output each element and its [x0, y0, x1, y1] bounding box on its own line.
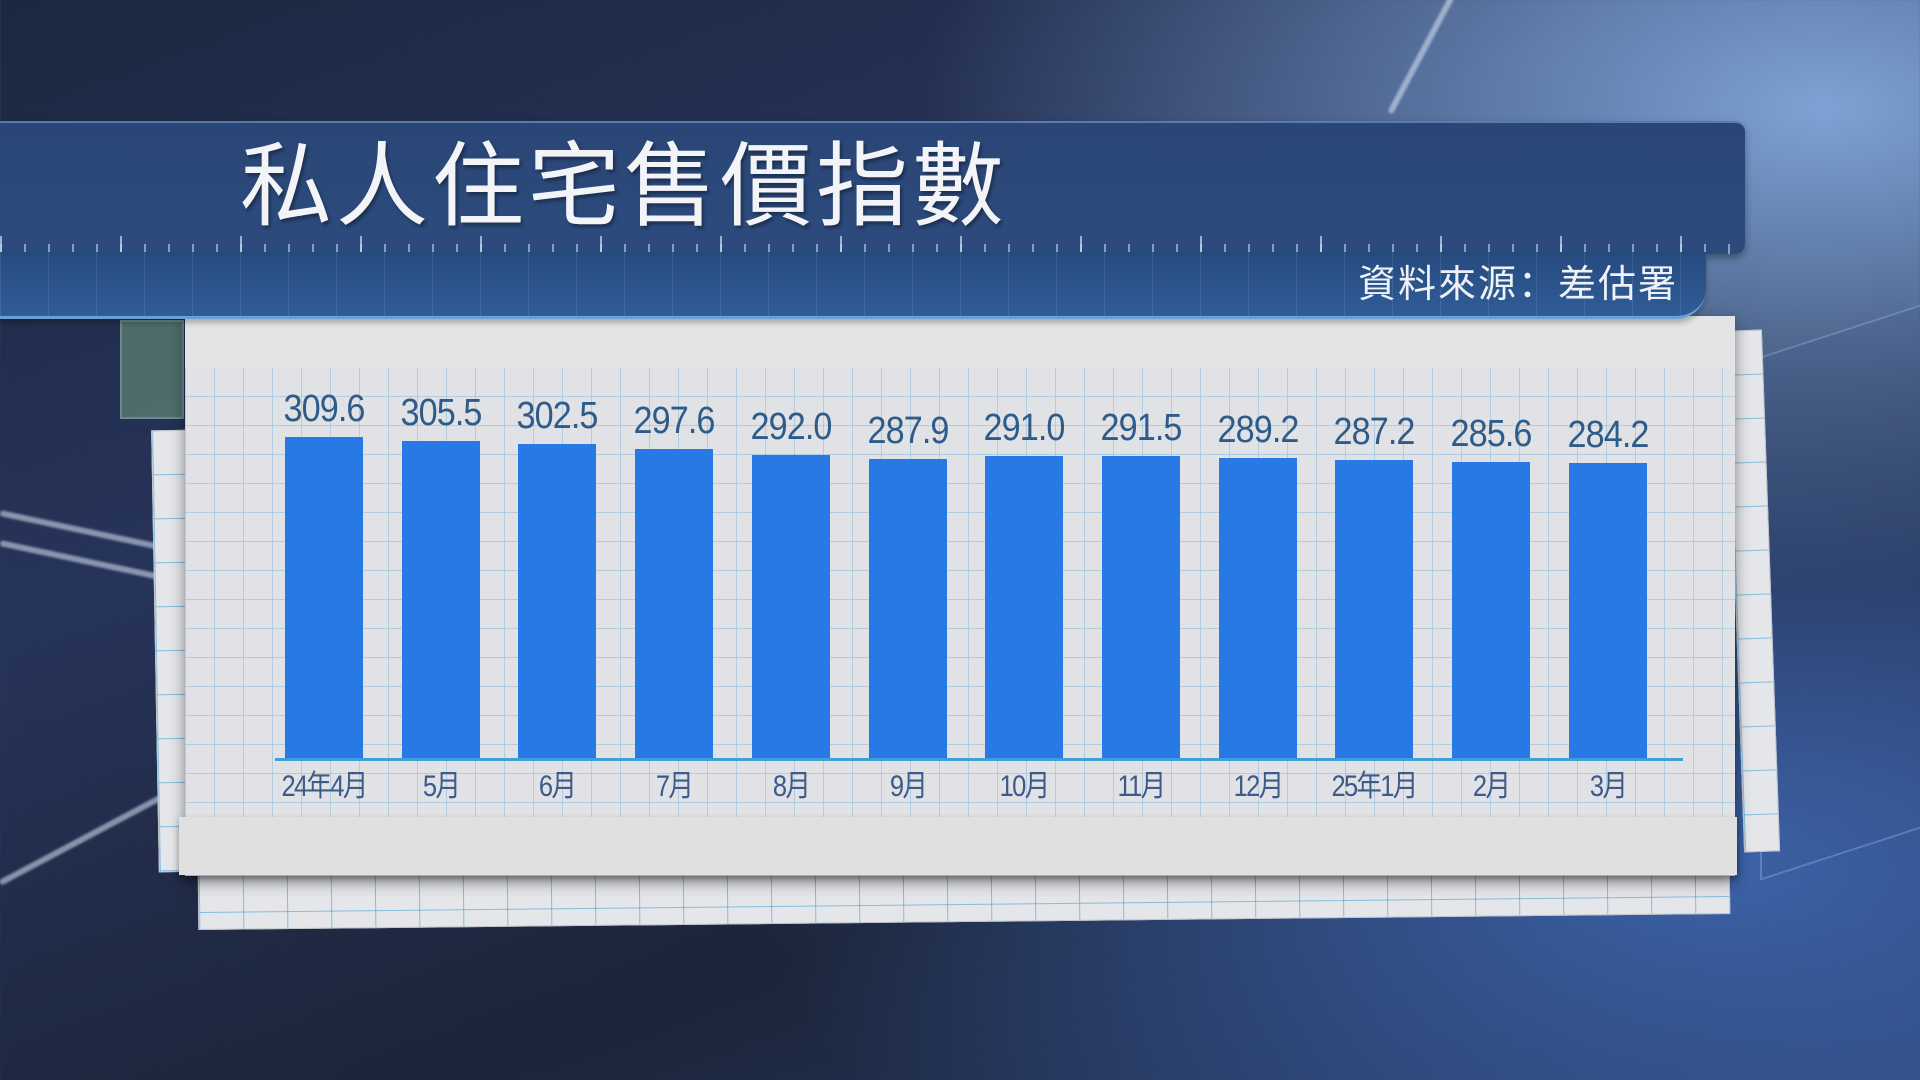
source-band: 資料來源：差估署	[0, 252, 1706, 319]
paper-top-band	[185, 316, 1735, 369]
ruler-major-ticks	[0, 236, 1745, 254]
title-banner: 私人住宅售價指數	[0, 121, 1745, 254]
background-panel	[120, 320, 184, 419]
background-panel	[1760, 303, 1920, 881]
chart-title: 私人住宅售價指數	[240, 133, 1009, 240]
background-light-streak	[0, 786, 178, 886]
graph-paper-grid	[185, 368, 1735, 817]
background-light-streak	[1387, 0, 1515, 115]
source-label: 資料來源：差估署	[1357, 262, 1678, 306]
chart-paper	[179, 316, 1737, 876]
paper-bottom-band	[179, 817, 1737, 875]
